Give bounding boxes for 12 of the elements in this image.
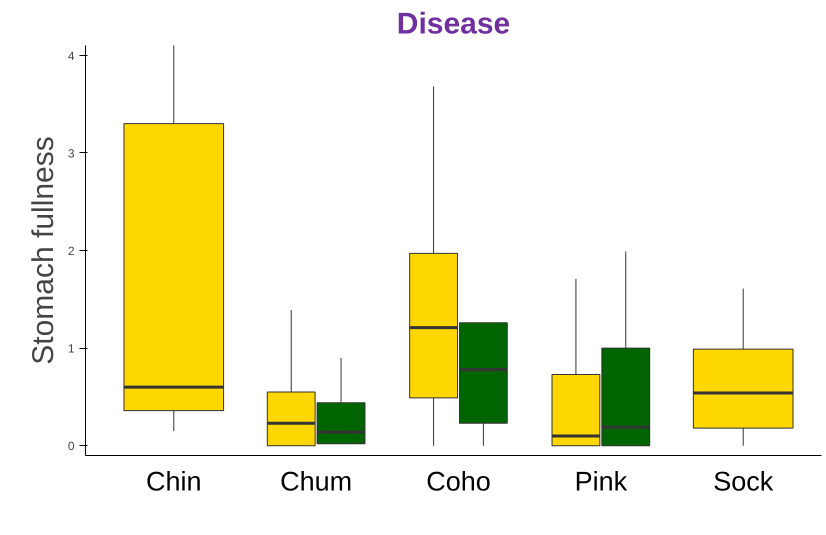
x-tick-label: Coho [426, 466, 491, 496]
y-tick-label: 2 [68, 244, 75, 258]
x-tick-label: Sock [713, 466, 774, 496]
x-tick-label: Pink [574, 466, 628, 496]
y-tick-label: 3 [68, 146, 75, 160]
x-tick-label: Chin [146, 466, 202, 496]
y-tick-label: 4 [68, 48, 75, 63]
x-tick-label: Chum [280, 466, 352, 496]
y-tick-label: 0 [68, 439, 75, 454]
y-axis-title: Stomach fullness [26, 136, 60, 365]
y-tick-label: 1 [68, 342, 75, 356]
chart-title: Disease [396, 8, 510, 40]
